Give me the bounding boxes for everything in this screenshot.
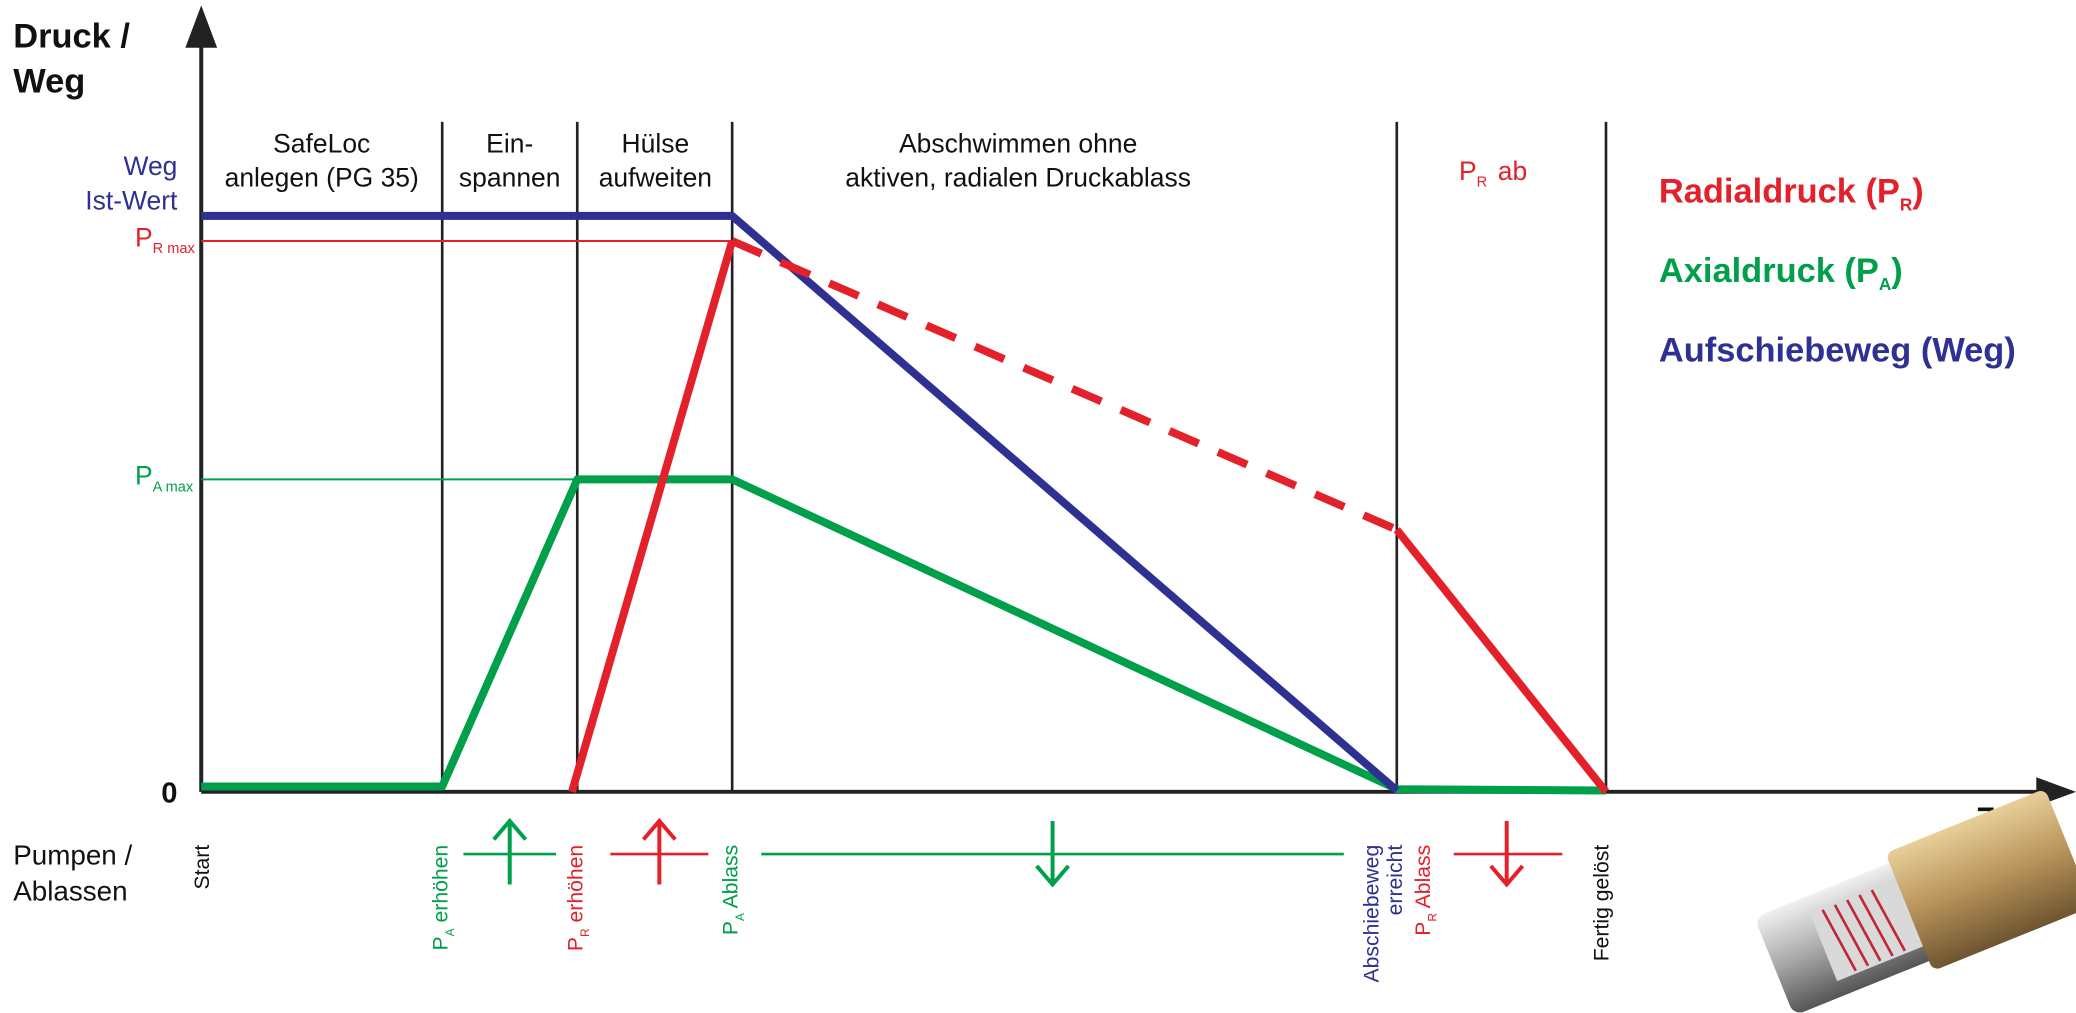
sleeve-cut [1809, 877, 1924, 982]
event-label: PR erhöhen [565, 845, 593, 951]
arrow-down [1489, 820, 1525, 888]
zero-label: 0 [161, 777, 177, 809]
event-label: Abschiebeweg [1360, 845, 1383, 983]
phase-label: aufweiten [599, 163, 712, 193]
text: ab [1498, 156, 1527, 186]
phase-label: anlegen (PG 35) [225, 163, 419, 193]
bottom-title: Pumpen / [13, 840, 132, 871]
axial-pressure-line [201, 475, 1607, 795]
phase-label: Hülse [622, 128, 690, 158]
close: ) [1891, 252, 1902, 290]
text: Ablass [1412, 845, 1435, 913]
p: P [1459, 156, 1477, 186]
sub: R max [153, 241, 196, 257]
p: P [135, 461, 153, 491]
radial-pressure-line [568, 239, 736, 793]
close: ) [1912, 173, 1923, 211]
arrow-up [492, 817, 528, 885]
text: Axialdruck (P [1659, 252, 1879, 290]
event-label: PR Ablass [1412, 845, 1440, 936]
legend-entry: Axialdruck (PA) [1659, 252, 1903, 294]
y-title: Druck / [13, 18, 130, 56]
text: erhöhen [565, 845, 588, 929]
phase-label: Abschwimmen ohne [899, 128, 1137, 158]
text: Radialdruck (P [1659, 173, 1900, 211]
event-label: erreicht [1384, 845, 1407, 916]
sub: R [578, 928, 592, 937]
event-label: Fertig gelöst [1591, 845, 1614, 962]
y-arrow [185, 5, 218, 48]
phase-label: Ein- [486, 128, 533, 158]
phase-label: aktiven, radialen Druckablass [845, 163, 1191, 193]
axes [199, 39, 2046, 794]
arrow-down [1035, 820, 1070, 888]
event-label: PA erhöhen [430, 845, 458, 951]
p: P [1412, 922, 1435, 936]
sub: R [1426, 913, 1440, 922]
radial-pressure-dashed [730, 237, 1399, 534]
legend-entry: Aufschiebeweg (Weg) [1659, 332, 2016, 370]
phase-label: spannen [459, 163, 561, 193]
thread [1821, 889, 1907, 972]
sub: A [733, 913, 747, 921]
pump-arrows [463, 817, 1563, 888]
event-label: PA Ablass [719, 845, 747, 935]
fitting-illustration [1757, 791, 2076, 1013]
y-title: Weg [13, 63, 85, 101]
event-label: Start [191, 845, 214, 890]
path-line [201, 211, 1400, 794]
sub: R [1477, 175, 1488, 191]
bottom-title: Ablassen [13, 875, 127, 906]
sub: A [443, 928, 457, 936]
weg-label: Ist-Wert [85, 185, 178, 215]
p: P [430, 936, 453, 950]
pa-max-label: PA max [135, 461, 194, 496]
weg-label: Weg [123, 151, 177, 181]
phase-label: SafeLoc [273, 128, 370, 158]
sub: A max [153, 479, 194, 495]
sub: A [1879, 274, 1891, 294]
radial-pressure-release [1393, 527, 1610, 795]
text: erhöhen [430, 845, 453, 929]
body [1887, 791, 2076, 969]
pr-max-label: PR max [135, 222, 195, 257]
sub: R [1900, 195, 1913, 215]
p: P [565, 937, 588, 951]
pr-ab-label: PR ab [1459, 156, 1527, 191]
text: Ablass [719, 845, 742, 913]
arrow-up [641, 817, 677, 885]
phase-lines [440, 121, 1608, 792]
p: P [135, 222, 153, 252]
legend-entry: Radialdruck (PR) [1659, 173, 1924, 215]
p: P [719, 921, 742, 935]
